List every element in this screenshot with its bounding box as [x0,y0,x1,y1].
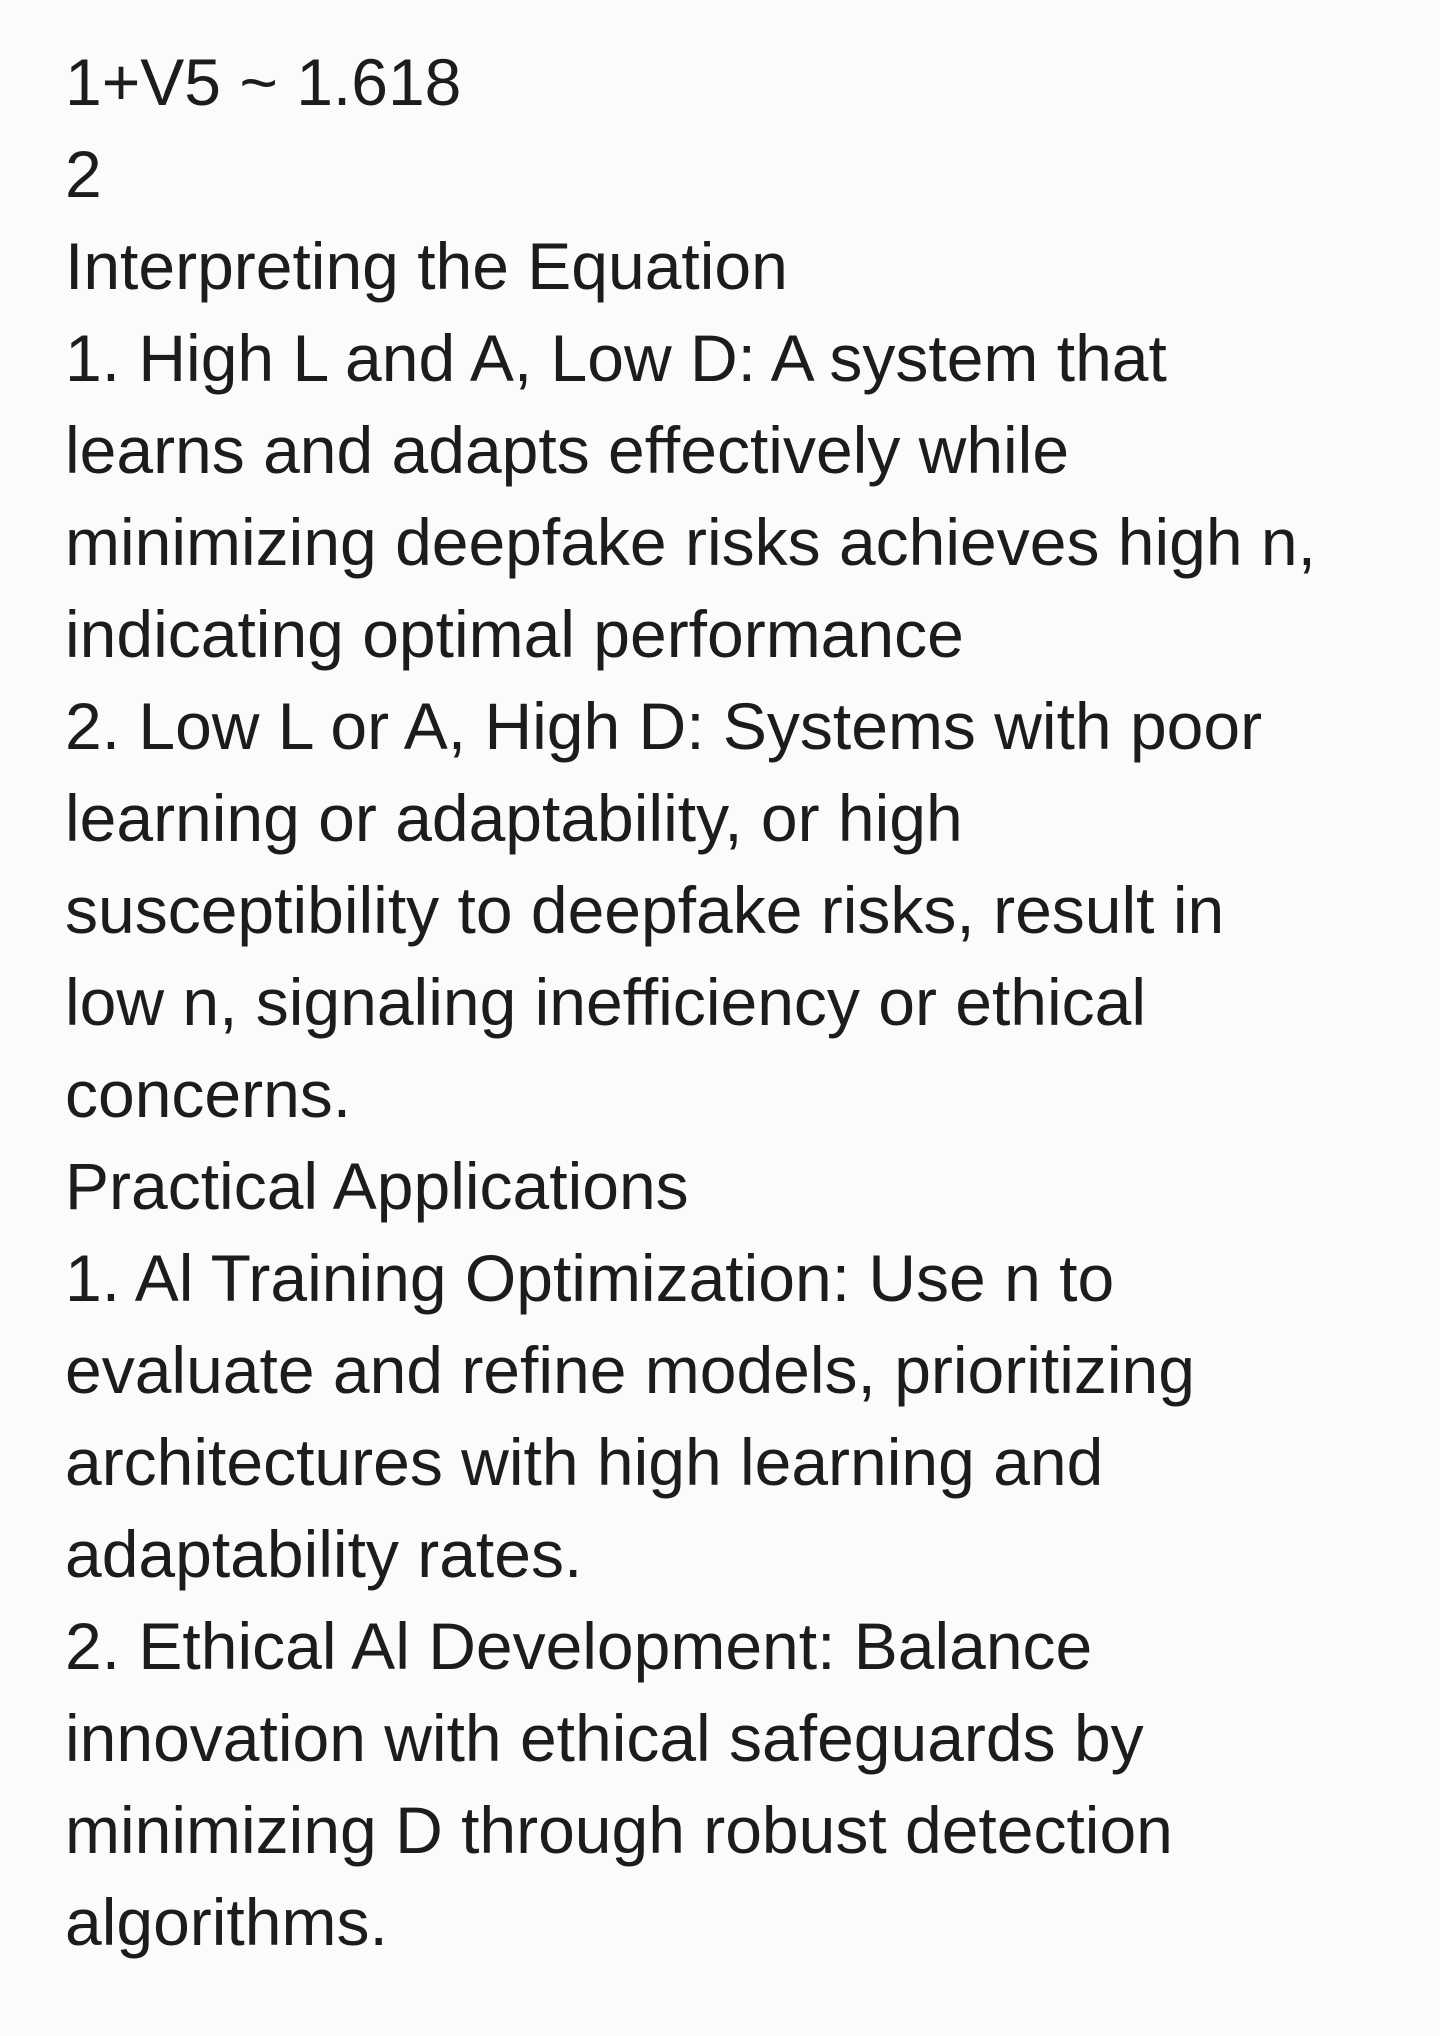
text-line: low n, signaling inefficiency or ethical [65,965,1147,1039]
text-line: evaluate and refine models, prioritizing [65,1333,1195,1407]
text-line: 1. High L and A, Low D: A system that [65,321,1167,395]
text-line: susceptibility to deepfake risks, result… [65,873,1225,947]
text-line: learning or adaptability, or high [65,781,963,855]
text-line: architectures with high learning and [65,1425,1104,1499]
document-body: 1+V5 ~ 1.618 2 Interpreting the Equation… [65,36,1405,1968]
interpreting-item-1: 1. High L and A, Low D: A system that le… [65,312,1405,680]
interpreting-heading: Interpreting the Equation [65,229,788,303]
equation-numerator: 1+V5 ~ 1.618 [65,45,462,119]
equation-block: 1+V5 ~ 1.618 2 [65,36,1405,220]
applications-item-1: 1. Al Training Optimization: Use n to ev… [65,1232,1405,1600]
interpreting-section: Interpreting the Equation 1. High L and … [65,220,1405,1140]
text-line: concerns. [65,1057,352,1131]
text-line: minimizing deepfake risks achieves high … [65,505,1316,579]
applications-heading: Practical Applications [65,1149,689,1223]
text-line: innovation with ethical safeguards by [65,1701,1144,1775]
text-line: indicating optimal performance [65,597,964,671]
applications-item-2: 2. Ethical Al Development: Balance innov… [65,1600,1405,1968]
equation-denominator: 2 [65,137,102,211]
text-line: 1. Al Training Optimization: Use n to [65,1241,1115,1315]
text-line: 2. Ethical Al Development: Balance [65,1609,1093,1683]
text-line: algorithms. [65,1885,388,1959]
text-line: learns and adapts effectively while [65,413,1070,487]
text-line: adaptability rates. [65,1517,583,1591]
text-line: minimizing D through robust detection [65,1793,1173,1867]
text-line: 2. Low L or A, High D: Systems with poor [65,689,1263,763]
applications-section: Practical Applications 1. Al Training Op… [65,1140,1405,1968]
interpreting-item-2: 2. Low L or A, High D: Systems with poor… [65,680,1405,1140]
